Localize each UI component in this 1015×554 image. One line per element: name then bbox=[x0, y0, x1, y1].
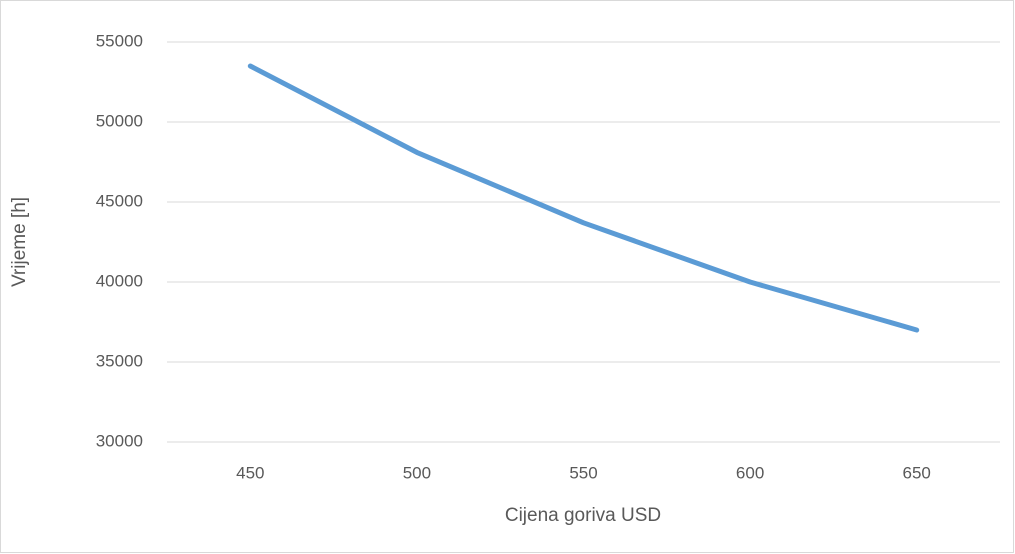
x-axis-title: Cijena goriva USD bbox=[505, 505, 661, 526]
x-tick-label: 650 bbox=[903, 463, 931, 482]
y-axis-title: Vrijeme [h] bbox=[9, 197, 30, 287]
x-tick-label: 550 bbox=[569, 463, 597, 482]
x-tick-label: 450 bbox=[236, 463, 264, 482]
y-tick-label: 35000 bbox=[96, 351, 143, 370]
y-tick-label: 50000 bbox=[96, 111, 143, 130]
y-tick-label: 55000 bbox=[96, 31, 143, 50]
y-tick-label: 40000 bbox=[96, 271, 143, 290]
x-tick-label: 500 bbox=[403, 463, 431, 482]
x-tick-label: 600 bbox=[736, 463, 764, 482]
y-tick-label: 45000 bbox=[96, 191, 143, 210]
line-series bbox=[247, 63, 920, 333]
y-tick-label: 30000 bbox=[96, 431, 143, 450]
